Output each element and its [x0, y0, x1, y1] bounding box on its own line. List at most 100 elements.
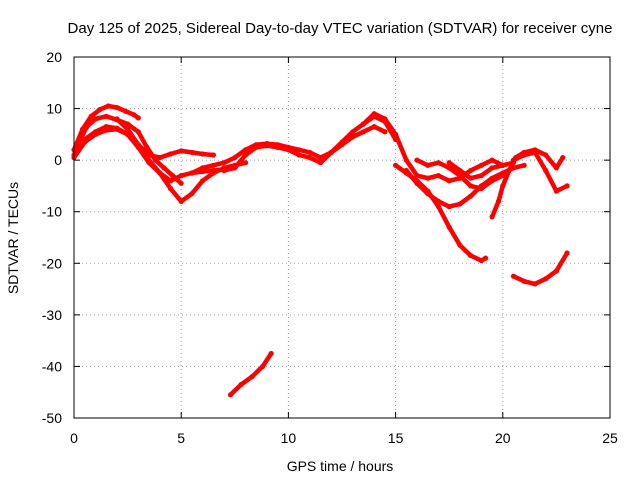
data-point — [360, 129, 366, 135]
data-point — [339, 142, 345, 148]
data-point — [122, 108, 129, 114]
data-point — [543, 167, 549, 174]
data-point — [178, 148, 184, 154]
y-tick-label: 20 — [46, 49, 62, 65]
y-tick-label: -30 — [42, 307, 62, 323]
data-point — [521, 152, 527, 158]
data-point — [189, 149, 195, 155]
data-point — [435, 160, 442, 166]
data-point — [489, 165, 495, 171]
data-point — [435, 173, 442, 179]
y-tick-label: 10 — [46, 101, 62, 117]
data-point — [457, 242, 463, 248]
data-point — [307, 149, 313, 155]
chart-title: Day 125 of 2025, Sidereal Day-to-day VTE… — [68, 20, 613, 37]
data-point — [446, 165, 452, 171]
data-point — [393, 131, 399, 137]
data-point — [189, 170, 195, 176]
data-point — [131, 112, 137, 118]
y-axis-label: SDTVAR / TECUs — [5, 182, 21, 294]
data-point — [296, 152, 302, 158]
data-point — [371, 111, 377, 117]
x-tick-label: 25 — [602, 430, 618, 446]
data-point — [82, 136, 88, 143]
data-point — [146, 152, 152, 158]
data-point — [350, 134, 356, 140]
data-point — [318, 160, 324, 166]
data-point — [210, 170, 216, 176]
data-point — [103, 113, 109, 119]
data-point — [446, 178, 452, 184]
data-point — [114, 104, 120, 111]
data-point — [178, 180, 184, 186]
data-point — [144, 144, 150, 150]
data-point — [468, 183, 474, 189]
data-point — [478, 258, 484, 264]
data-point — [88, 113, 94, 119]
data-point — [435, 198, 442, 204]
data-point — [178, 198, 184, 204]
data-point — [564, 250, 570, 256]
series-track-5 — [114, 116, 216, 160]
data-point — [371, 124, 377, 130]
y-tick-label: -10 — [42, 204, 62, 220]
data-point — [446, 160, 452, 166]
y-tick-label: -50 — [42, 410, 62, 426]
data-point — [414, 157, 420, 163]
data-point — [249, 374, 255, 380]
series-track-7 — [221, 124, 388, 173]
data-point — [157, 155, 163, 161]
data-point — [92, 129, 98, 135]
data-point — [393, 162, 399, 168]
y-tick-label: 0 — [54, 152, 62, 168]
data-point — [97, 107, 103, 113]
data-point — [135, 142, 141, 148]
data-point — [178, 173, 184, 179]
data-point — [264, 143, 270, 149]
data-point — [84, 124, 90, 130]
x-tick-label: 0 — [70, 430, 78, 446]
data-point — [489, 157, 495, 163]
data-point — [425, 162, 431, 168]
data-point — [403, 157, 409, 163]
data-point — [468, 167, 474, 174]
data-point — [510, 273, 517, 279]
data-point — [200, 178, 206, 184]
data-point — [157, 170, 163, 176]
data-point — [414, 180, 420, 186]
data-point — [125, 126, 131, 132]
data-point — [200, 151, 206, 157]
data-point — [135, 129, 141, 135]
data-point — [221, 160, 227, 166]
x-tick-label: 15 — [388, 430, 404, 446]
data-point — [232, 155, 238, 161]
series-track-14 — [511, 150, 570, 194]
data-point — [532, 149, 538, 155]
data-point — [489, 214, 495, 220]
data-point — [543, 276, 549, 282]
data-point — [553, 188, 560, 194]
data-point — [268, 350, 274, 357]
series-track-15 — [511, 250, 570, 287]
series-track-16 — [228, 351, 274, 398]
data-point — [275, 144, 281, 150]
data-point — [307, 155, 313, 161]
data-point — [478, 173, 484, 179]
data-point — [510, 157, 517, 163]
grid — [74, 57, 610, 418]
data-point — [500, 183, 506, 189]
series-layer — [71, 103, 570, 398]
data-point — [483, 255, 489, 261]
data-point — [167, 178, 174, 184]
data-point — [135, 115, 141, 121]
data-point — [167, 151, 174, 157]
data-point — [560, 155, 566, 161]
data-point — [478, 162, 484, 168]
x-axis-label: GPS time / hours — [287, 458, 394, 474]
data-point — [425, 175, 431, 181]
data-point — [489, 178, 495, 184]
data-point — [403, 167, 409, 174]
data-point — [146, 157, 152, 163]
data-point — [242, 152, 249, 158]
